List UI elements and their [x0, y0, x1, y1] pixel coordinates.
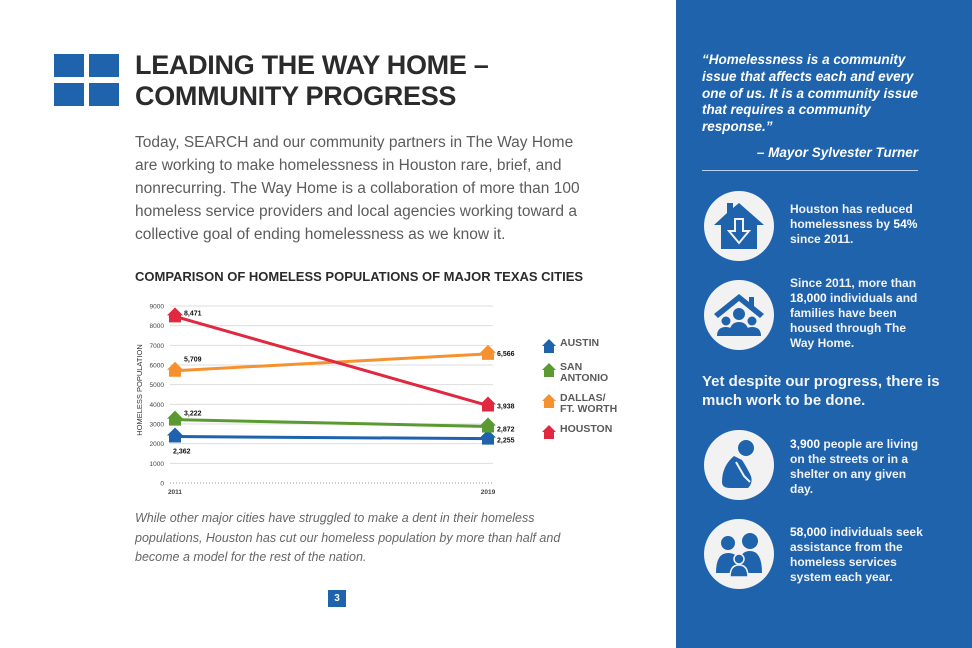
sidebar: “Homelessness is a community issue that … [676, 0, 972, 648]
legend-label: AUSTIN [560, 337, 600, 349]
house-marker-icon [542, 339, 556, 353]
data-label: 6,566 [497, 351, 515, 358]
line-chart: 0 1000 2000 3000 4000 5000 6000 7000 8000 9000 201… [135, 304, 515, 497]
y-tick-label: 7000 [150, 343, 165, 350]
house-marker-icon [542, 363, 556, 377]
legend-item: SAN ANTONIO [542, 362, 630, 384]
series-line-houston [174, 314, 489, 407]
data-label: 3,938 [497, 404, 515, 411]
series-line-austin [174, 435, 489, 441]
stat-streets: 3,900 people are living on the streets o… [790, 437, 919, 496]
y-tick-label: 5000 [150, 382, 165, 389]
divider [702, 170, 918, 171]
data-point-marker [167, 410, 183, 426]
person-huddled-icon [704, 430, 774, 500]
data-point-marker [167, 361, 183, 377]
y-axis-label: HOMELESS POPULATION [135, 344, 144, 436]
data-point-marker [480, 344, 496, 360]
data-point-marker [167, 427, 183, 443]
house-family-icon [704, 280, 774, 350]
data-point-marker [480, 417, 496, 433]
legend-label: DALLAS/FT. WORTH [560, 392, 618, 415]
callout-text: Yet despite our progress, there is much … [702, 373, 940, 409]
stat-housed: Since 2011, more than 18,000 individuals… [790, 276, 918, 350]
y-tick-label: 4000 [150, 402, 165, 409]
main-panel: LEADING THE WAY HOME – COMMUNITY PROGRES… [54, 50, 630, 607]
quote-attribution: – Mayor Sylvester Turner [756, 145, 918, 160]
logo-icon [54, 54, 119, 106]
y-tick-label: 1000 [150, 461, 165, 468]
page-title: LEADING THE WAY HOME – COMMUNITY PROGRES… [135, 50, 489, 112]
legend-item: HOUSTON [542, 424, 630, 439]
data-point-marker [480, 429, 496, 445]
chart-caption: While other major cities have struggled … [135, 511, 561, 564]
data-label: 5,709 [184, 357, 202, 364]
title-line-1: LEADING THE WAY HOME – [135, 50, 489, 80]
chart-title: COMPARISON OF HOMELESS POPULATIONS OF MA… [135, 269, 584, 284]
family-icon [704, 519, 774, 589]
y-tick-label: 6000 [150, 363, 165, 370]
house-down-arrow-icon [704, 191, 774, 261]
stat-assistance: 58,000 individuals seek assistance from … [790, 525, 923, 584]
data-label: 3,222 [184, 411, 202, 418]
y-tick-label: 3000 [150, 422, 165, 429]
legend-item: AUSTIN [542, 338, 630, 353]
series-line-san-antonio [174, 418, 489, 429]
data-label: 8,471 [184, 310, 202, 317]
data-label: 2,362 [173, 449, 191, 456]
legend-label: SAN ANTONIO [560, 361, 609, 384]
mayor-quote: “Homelessness is a community issue that … [702, 52, 919, 135]
legend-item: DALLAS/FT. WORTH [542, 393, 630, 415]
legend-label: HOUSTON [560, 423, 613, 435]
house-marker-icon [542, 394, 556, 408]
y-tick-label: 0 [160, 481, 164, 488]
intro-paragraph: Today, SEARCH and our community partners… [135, 134, 580, 243]
y-tick-label: 2000 [150, 441, 165, 448]
page-number: 3 [328, 590, 346, 607]
chart-legend: AUSTIN SAN ANTONIO DALLAS/FT. WORTH HOUSTON [542, 338, 630, 448]
title-line-2: COMMUNITY PROGRESS [135, 81, 457, 111]
y-tick-label: 9000 [150, 304, 165, 311]
x-tick-label: 2011 [168, 489, 182, 496]
stat-reduced: Houston has reduced homelessness by 54% … [790, 202, 918, 246]
data-point-marker [167, 307, 183, 323]
data-point-marker [480, 396, 496, 412]
data-label: 2,872 [497, 427, 515, 434]
data-label: 2,255 [497, 438, 515, 445]
x-tick-label: 2019 [481, 489, 496, 496]
house-marker-icon [542, 425, 556, 439]
y-tick-label: 8000 [150, 323, 165, 330]
